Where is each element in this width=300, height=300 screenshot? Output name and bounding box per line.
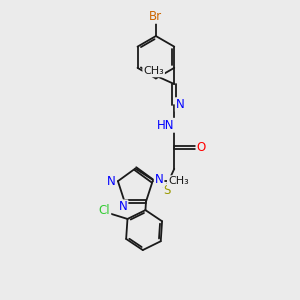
Text: N: N xyxy=(119,200,128,213)
Text: CH₃: CH₃ xyxy=(143,66,164,76)
Text: HN: HN xyxy=(157,119,175,132)
Text: CH₃: CH₃ xyxy=(168,176,189,186)
Text: N: N xyxy=(107,175,116,188)
Text: Br: Br xyxy=(149,10,163,23)
Text: N: N xyxy=(176,98,184,111)
Text: Cl: Cl xyxy=(99,204,110,217)
Text: N: N xyxy=(155,173,164,186)
Text: O: O xyxy=(197,141,206,154)
Text: S: S xyxy=(163,184,171,197)
